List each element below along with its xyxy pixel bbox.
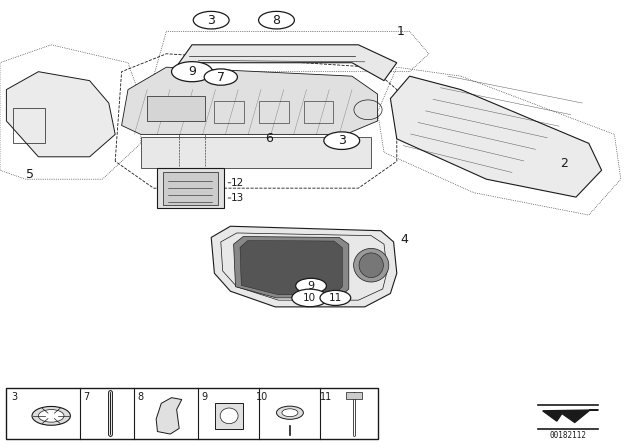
Ellipse shape bbox=[38, 409, 64, 422]
Ellipse shape bbox=[259, 11, 294, 29]
Text: 10: 10 bbox=[256, 392, 269, 402]
Text: 5: 5 bbox=[26, 168, 34, 181]
Text: 7: 7 bbox=[83, 392, 90, 402]
Text: 8: 8 bbox=[138, 392, 144, 402]
Text: 11: 11 bbox=[329, 293, 342, 303]
Ellipse shape bbox=[353, 248, 389, 282]
Ellipse shape bbox=[320, 290, 351, 306]
Bar bbox=[6, 388, 378, 439]
Text: 9: 9 bbox=[188, 65, 196, 78]
Text: 6: 6 bbox=[266, 132, 273, 146]
Polygon shape bbox=[166, 45, 397, 81]
Polygon shape bbox=[122, 67, 378, 134]
Ellipse shape bbox=[220, 408, 238, 424]
Ellipse shape bbox=[292, 289, 328, 307]
Polygon shape bbox=[234, 237, 349, 298]
Text: 7: 7 bbox=[217, 70, 225, 84]
Ellipse shape bbox=[32, 406, 70, 425]
Text: 13: 13 bbox=[230, 193, 244, 203]
Polygon shape bbox=[6, 72, 115, 157]
Polygon shape bbox=[543, 410, 598, 422]
Ellipse shape bbox=[193, 11, 229, 29]
Bar bbox=[141, 137, 371, 168]
Text: 10: 10 bbox=[303, 293, 316, 303]
Text: 2: 2 bbox=[560, 157, 568, 170]
Bar bbox=[214, 101, 244, 123]
Text: 3: 3 bbox=[11, 392, 17, 402]
Text: 11: 11 bbox=[320, 392, 333, 402]
Text: 1: 1 bbox=[397, 25, 404, 38]
Text: 3: 3 bbox=[207, 13, 215, 27]
Ellipse shape bbox=[172, 62, 212, 82]
Bar bbox=[259, 101, 289, 123]
Bar bbox=[304, 101, 333, 123]
Bar bbox=[13, 108, 45, 143]
Text: 12: 12 bbox=[230, 178, 244, 188]
Polygon shape bbox=[211, 226, 397, 307]
Bar bbox=[147, 96, 205, 121]
Text: 8: 8 bbox=[273, 13, 280, 27]
Text: 4: 4 bbox=[400, 233, 408, 246]
Polygon shape bbox=[156, 398, 182, 434]
Polygon shape bbox=[390, 76, 602, 197]
Text: 3: 3 bbox=[338, 134, 346, 147]
Text: 9: 9 bbox=[307, 281, 315, 291]
Text: 9: 9 bbox=[202, 392, 208, 402]
Ellipse shape bbox=[296, 278, 326, 293]
Bar bbox=[163, 172, 218, 205]
Ellipse shape bbox=[324, 132, 360, 150]
Ellipse shape bbox=[204, 69, 237, 85]
Ellipse shape bbox=[359, 253, 383, 277]
Bar bbox=[215, 403, 243, 429]
Bar bbox=[157, 168, 224, 208]
Ellipse shape bbox=[282, 409, 298, 417]
Bar bbox=[346, 392, 362, 399]
Ellipse shape bbox=[276, 406, 303, 419]
Polygon shape bbox=[240, 241, 342, 295]
Text: 00182112: 00182112 bbox=[550, 431, 586, 439]
